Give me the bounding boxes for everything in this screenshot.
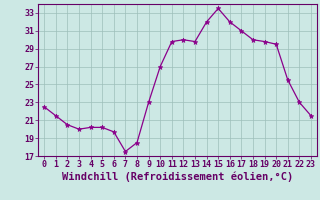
X-axis label: Windchill (Refroidissement éolien,°C): Windchill (Refroidissement éolien,°C)	[62, 172, 293, 182]
